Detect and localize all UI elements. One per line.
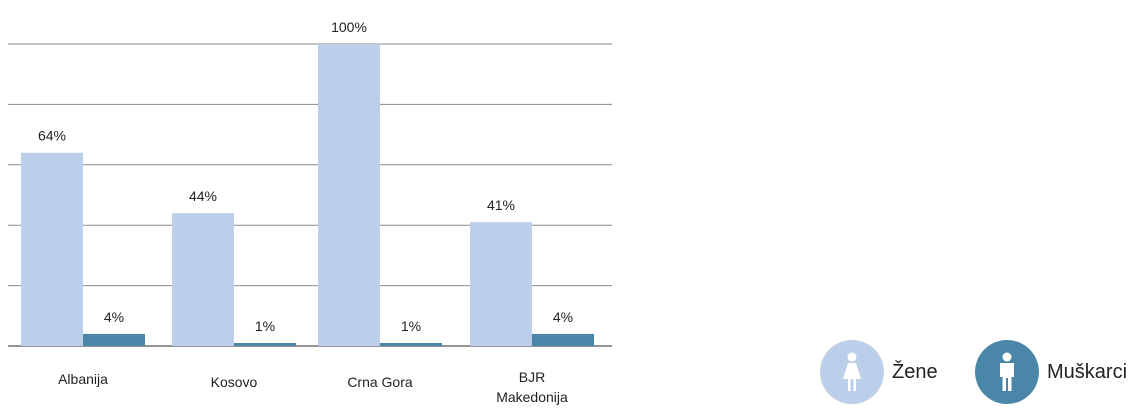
- data-label: 100%: [331, 19, 367, 35]
- data-label: 44%: [189, 188, 217, 204]
- x-tick-label: Kosovo: [211, 374, 258, 390]
- bar-zene: [21, 152, 83, 346]
- male-icon: [1000, 352, 1014, 391]
- female-icon: [843, 352, 861, 391]
- x-tick-label: BJR: [519, 369, 545, 385]
- data-label: 1%: [401, 318, 421, 334]
- data-label: 1%: [255, 318, 275, 334]
- x-tick-label: Crna Gora: [347, 374, 413, 390]
- legend-item-zene: Žene: [820, 340, 938, 404]
- bar-muskarci: [234, 342, 296, 346]
- bar-zene: [318, 44, 380, 346]
- data-label: 41%: [487, 197, 515, 213]
- bar-zene: [172, 213, 234, 346]
- legend-label-muskarci: Muškarci: [1047, 360, 1128, 383]
- bar-muskarci: [532, 333, 594, 346]
- data-label: 4%: [553, 309, 573, 325]
- bar-chart: 64% 4% Albanija 44% 1% Kosovo 100% 1% Crna Gora 4…: [8, 19, 612, 405]
- legend-item-muskarci: Muškarci: [975, 340, 1127, 404]
- x-tick-label: Albanija: [58, 371, 108, 387]
- legend-swatch-zene: [820, 340, 884, 404]
- data-label: 4%: [104, 309, 124, 325]
- bar-muskarci: [380, 342, 442, 346]
- legend-label-zene: Žene: [892, 360, 938, 383]
- x-tick-label: Makedonija: [496, 389, 568, 405]
- bar-muskarci: [83, 333, 145, 346]
- data-label: 64%: [38, 128, 66, 144]
- bar-zene: [470, 222, 532, 346]
- legend-swatch-muskarci: [975, 340, 1039, 404]
